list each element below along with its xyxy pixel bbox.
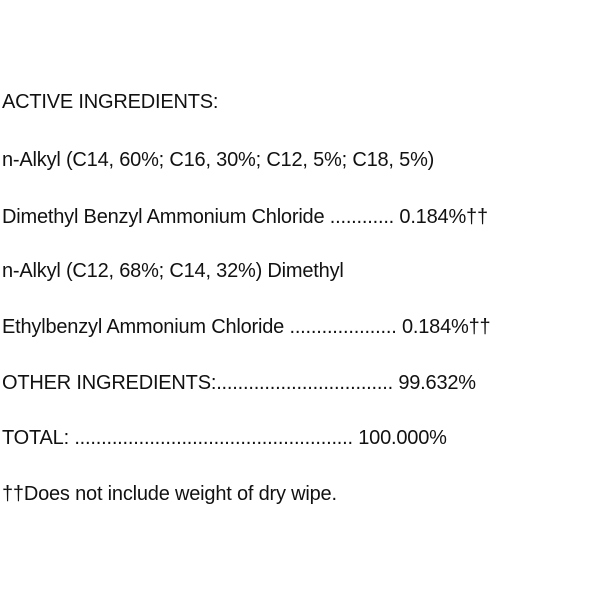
other-ingredients: OTHER INGREDIENTS:......................… [2,372,476,394]
footnote: ††Does not include weight of dry wipe. [2,483,337,505]
active-ingredients-heading: ACTIVE INGREDIENTS: [2,91,219,113]
ingredient-2-name-percent: Ethylbenzyl Ammonium Chloride ..........… [2,316,491,338]
ingredient-2-composition: n-Alkyl (C12, 68%; C14, 32%) Dimethyl [2,260,344,282]
ingredient-1-composition: n-Alkyl (C14, 60%; C16, 30%; C12, 5%; C1… [2,149,435,171]
total: TOTAL: .................................… [2,427,447,449]
ingredient-1-name-percent: Dimethyl Benzyl Ammonium Chloride ......… [2,206,488,228]
